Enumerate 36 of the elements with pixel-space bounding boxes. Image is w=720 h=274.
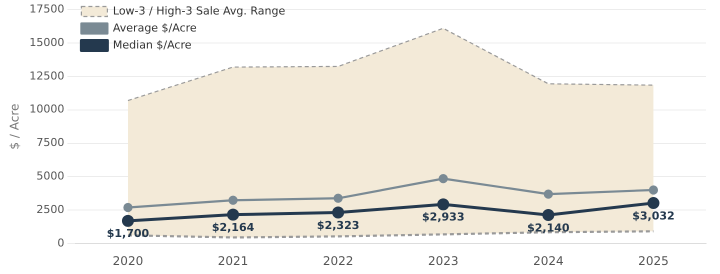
data-label: $2,933 [422, 210, 464, 224]
data-label: $3,032 [632, 209, 675, 222]
point [334, 194, 343, 203]
point [228, 196, 238, 205]
point [648, 185, 658, 195]
point [438, 174, 448, 184]
y-tick-label: 0 [57, 236, 64, 250]
y-tick-label: 2500 [36, 203, 64, 216]
y-tick-label: 15000 [29, 36, 64, 49]
data-label: $2,164 [212, 221, 255, 234]
point [544, 190, 553, 199]
x-tick-label: 2023 [428, 254, 459, 268]
legend-label: Median $/Acre [112, 38, 192, 52]
y-tick-label: 12500 [29, 69, 64, 82]
data-label: $1,700 [106, 227, 150, 240]
point [123, 202, 133, 212]
legend-label: Low-3 / High-3 Sale Avg. Range [112, 4, 286, 18]
legend-label: Average $/Acre [112, 21, 197, 34]
y-tick-label: 17500 [29, 2, 64, 16]
point [332, 206, 344, 219]
x-tick-label: 2024 [533, 254, 564, 268]
data-label: $2,140 [527, 221, 570, 234]
y-tick-label: 7500 [36, 136, 64, 150]
point [542, 208, 554, 221]
y-axis-title: $ / Acre [7, 104, 22, 150]
y-tick-label: 10000 [29, 102, 64, 116]
point [647, 197, 660, 210]
data-label: $2,323 [316, 218, 360, 232]
x-tick-label: 2025 [638, 254, 669, 268]
point [122, 214, 134, 227]
point [227, 208, 240, 221]
point [437, 198, 450, 210]
x-tick-label: 2022 [322, 254, 354, 268]
x-tick-label: 2021 [218, 254, 248, 268]
y-tick-label: 5000 [36, 170, 64, 183]
x-tick-label: 2020 [112, 254, 144, 268]
